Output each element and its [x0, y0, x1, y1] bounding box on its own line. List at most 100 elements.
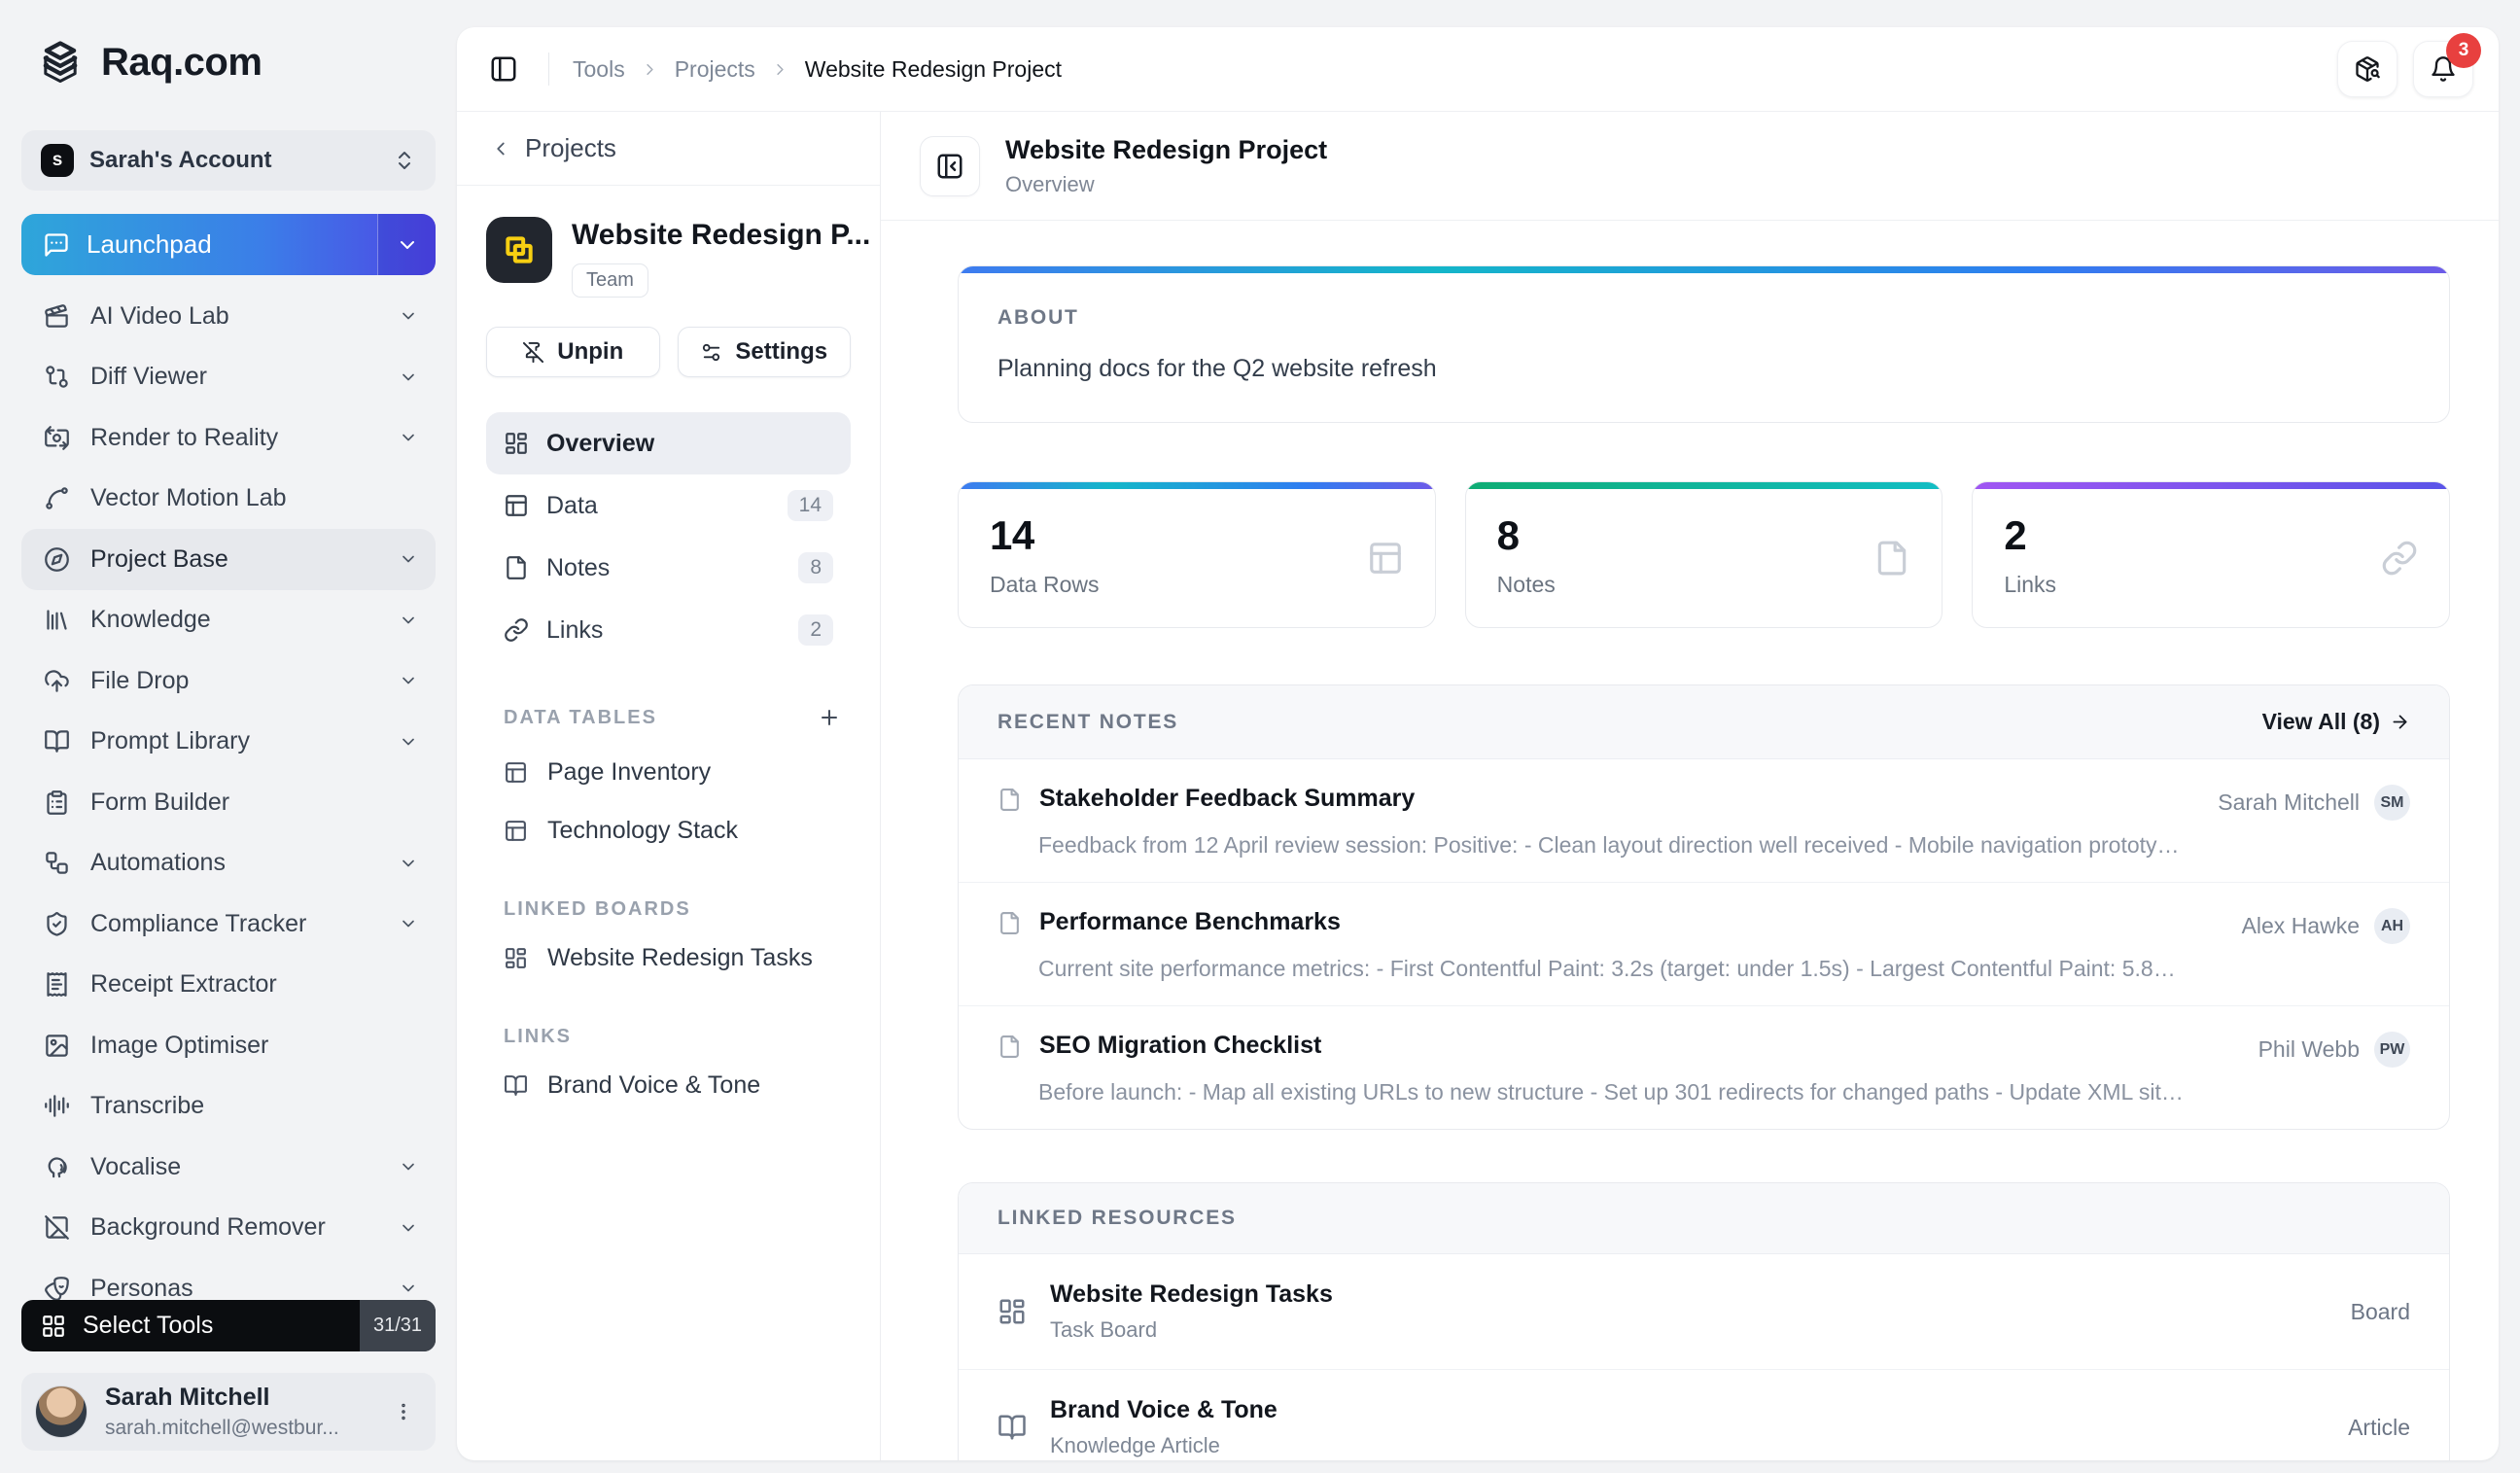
chevron-down-icon: [396, 233, 419, 257]
select-tools-label: Select Tools: [83, 1312, 214, 1339]
main-content: Website Redesign Project Overview ABOUT …: [881, 112, 2499, 1460]
note-row-seo-migration-checklist[interactable]: SEO Migration Checklist Phil Webb PW Bef…: [959, 1006, 2449, 1129]
launchpad-main[interactable]: Launchpad: [21, 214, 377, 275]
view-all-notes-link[interactable]: View All (8): [2262, 709, 2410, 735]
sidebar-item-project-base[interactable]: Project Base: [21, 529, 436, 590]
linked-resources-header: LINKED RESOURCES: [959, 1183, 2449, 1254]
sidebar-item-automations[interactable]: Automations: [21, 833, 436, 894]
image-icon: [44, 1033, 71, 1059]
user-email: sarah.mitchell@westbur...: [105, 1417, 339, 1439]
breadcrumb-current: Website Redesign Project: [804, 55, 1063, 82]
resource-row-brand-voice-tone[interactable]: Brand Voice & Tone Knowledge Article Art…: [959, 1370, 2449, 1460]
sidebar-item-vocalise[interactable]: Vocalise: [21, 1137, 436, 1198]
stat-label: Notes: [1496, 572, 1556, 597]
panel-nav-links[interactable]: Links 2: [486, 599, 851, 661]
note-author: Alex Hawke: [2241, 913, 2360, 938]
sidebar-item-form-builder[interactable]: Form Builder: [21, 772, 436, 833]
recent-notes-card: RECENT NOTES View All (8): [958, 684, 2450, 1130]
chevron-down-icon: [399, 306, 418, 326]
chevron-left-icon: [490, 138, 511, 159]
library-icon: [44, 607, 71, 633]
sidebar-item-diff-viewer[interactable]: Diff Viewer: [21, 347, 436, 408]
note-row-performance-benchmarks[interactable]: Performance Benchmarks Alex Hawke AH Cur…: [959, 883, 2449, 1006]
user-card[interactable]: Sarah Mitchell sarah.mitchell@westbur...: [21, 1373, 436, 1451]
add-data-table-button[interactable]: [812, 700, 847, 735]
bell-icon: [2430, 55, 2457, 83]
book-open-icon: [504, 1073, 528, 1098]
sidebar-item-transcribe[interactable]: Transcribe: [21, 1076, 436, 1138]
link-icon: [504, 617, 529, 643]
note-row-stakeholder-feedback[interactable]: Stakeholder Feedback Summary Sarah Mitch…: [959, 759, 2449, 883]
sidebar-item-file-drop[interactable]: File Drop: [21, 650, 436, 712]
chevrons-up-down-icon: [393, 149, 416, 172]
sidebar-item-render-to-reality[interactable]: Render to Reality: [21, 407, 436, 469]
sidebar-item-knowledge[interactable]: Knowledge: [21, 590, 436, 651]
note-author: Phil Webb: [2258, 1036, 2360, 1062]
note-title: Stakeholder Feedback Summary: [1039, 785, 1416, 812]
stat-label: Data Rows: [990, 572, 1100, 597]
chevron-down-icon: [399, 1279, 418, 1298]
panel-nav-notes[interactable]: Notes 8: [486, 537, 851, 599]
sidebar-item-prompt-library[interactable]: Prompt Library: [21, 712, 436, 773]
notifications-button[interactable]: 3: [2413, 33, 2481, 97]
sidebar-item-receipt-extractor[interactable]: Receipt Extractor: [21, 955, 436, 1016]
book-open-icon: [44, 728, 71, 754]
resource-type: Board: [2350, 1298, 2410, 1324]
author-avatar: PW: [2374, 1032, 2410, 1068]
sidebar-item-image-optimiser[interactable]: Image Optimiser: [21, 1015, 436, 1076]
breadcrumb: Tools Projects Website Redesign Project: [573, 56, 1062, 83]
linked-board-website-redesign-tasks[interactable]: Website Redesign Tasks: [486, 929, 851, 987]
link-brand-voice-tone[interactable]: Brand Voice & Tone: [486, 1056, 851, 1114]
project-title: Website Redesign P...: [572, 219, 871, 251]
package-search-button[interactable]: [2337, 41, 2398, 97]
panel-collapse-button[interactable]: [920, 135, 980, 196]
linked-boards-section-header: LINKED BOARDS: [504, 898, 691, 920]
data-count-badge: 14: [787, 490, 833, 521]
resource-title: Website Redesign Tasks: [1050, 1280, 1333, 1308]
sidebar-item-ai-video-lab[interactable]: AI Video Lab: [21, 286, 436, 347]
stat-card-data-rows: 14 Data Rows: [958, 481, 1436, 628]
more-vertical-icon[interactable]: [387, 1395, 420, 1428]
data-table-technology-stack[interactable]: Technology Stack: [486, 801, 851, 859]
sidebar-item-personas[interactable]: Personas: [21, 1258, 436, 1319]
back-to-projects-link[interactable]: Projects: [457, 112, 880, 186]
receipt-icon: [44, 971, 71, 998]
select-tools-button[interactable]: Select Tools 31/31: [21, 1300, 436, 1351]
recent-notes-header: RECENT NOTES View All (8): [959, 685, 2449, 759]
launchpad-dropdown-button[interactable]: [377, 214, 436, 275]
page-title: Website Redesign Project: [1005, 134, 1328, 164]
topbar-actions: 3: [2337, 33, 2481, 97]
data-table-page-inventory[interactable]: Page Inventory: [486, 743, 851, 801]
sidebar-item-background-remover[interactable]: Background Remover: [21, 1198, 436, 1259]
resource-row-website-redesign-tasks[interactable]: Website Redesign Tasks Task Board Board: [959, 1254, 2449, 1370]
grid-icon: [41, 1314, 66, 1339]
panel-content: Website Redesign P... Team Unpin: [457, 186, 880, 1460]
launchpad-button[interactable]: Launchpad: [21, 214, 436, 275]
account-switcher[interactable]: s Sarah's Account: [21, 130, 436, 191]
file-icon: [998, 788, 1022, 812]
cloud-upload-icon: [44, 668, 71, 694]
app-card: Tools Projects Website Redesign Project …: [457, 27, 2499, 1460]
sidebar-bottom: Select Tools 31/31 Sarah Mitchell sarah.…: [0, 1300, 457, 1473]
overview-content: ABOUT Planning docs for the Q2 website r…: [881, 221, 2499, 1460]
select-tools-main[interactable]: Select Tools: [21, 1300, 360, 1351]
workflow-icon: [44, 850, 71, 876]
sidebar-item-compliance-tracker[interactable]: Compliance Tracker: [21, 894, 436, 955]
linked-resources-card: LINKED RESOURCES Website Redesign Tasks …: [958, 1182, 2450, 1460]
sidebar-toggle-button[interactable]: [482, 48, 525, 90]
pin-off-icon: [522, 341, 544, 364]
app-title: Raq.com: [101, 40, 262, 84]
panel-nav-overview[interactable]: Overview: [486, 412, 851, 474]
settings-button[interactable]: Settings: [677, 327, 851, 377]
recent-notes-title: RECENT NOTES: [998, 710, 1179, 733]
breadcrumb-tools[interactable]: Tools: [573, 55, 625, 82]
panel-nav-data[interactable]: Data 14: [486, 474, 851, 537]
stat-value: 2: [2004, 512, 2027, 558]
breadcrumb-projects[interactable]: Projects: [674, 55, 755, 82]
stats-row: 14 Data Rows 8 Notes: [958, 481, 2451, 628]
stat-value: 14: [990, 512, 1034, 558]
unpin-button[interactable]: Unpin: [486, 327, 660, 377]
topbar: Tools Projects Website Redesign Project …: [457, 27, 2499, 112]
table-icon: [504, 493, 529, 518]
sidebar-item-vector-motion-lab[interactable]: Vector Motion Lab: [21, 469, 436, 530]
